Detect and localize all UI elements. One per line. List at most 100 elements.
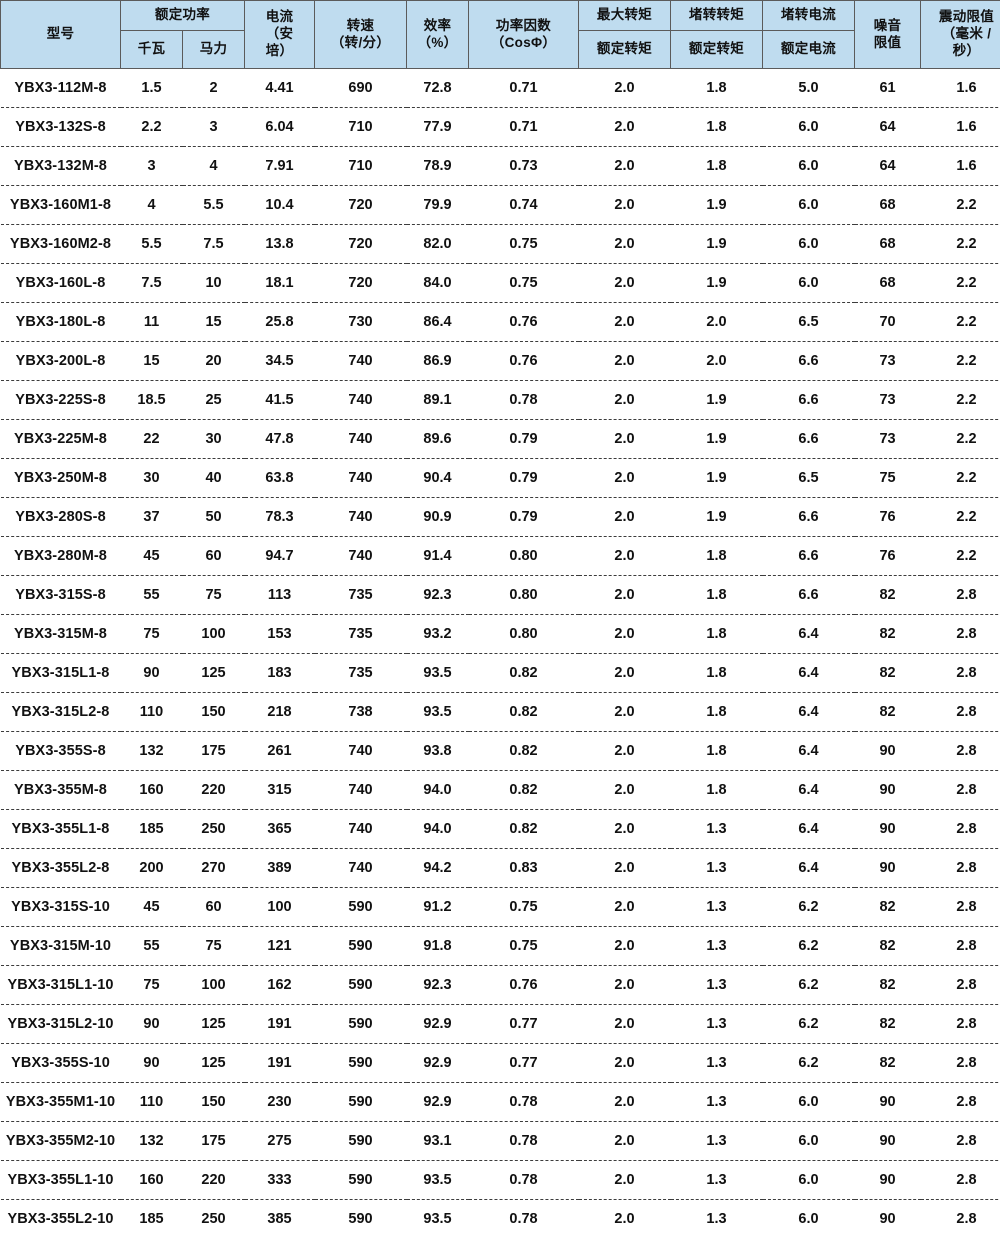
cell-power_factor: 0.78 (468, 1082, 579, 1122)
cell-vibration: 2.8 (920, 770, 1000, 810)
table-row: YBX3-355M-8 160 220 315 740 94.0 0.82 2.0 1.8 6.4… (0, 770, 1000, 810)
table-row: YBX3-315L2-8 110 150 218 738 93.5 0.82 2.0 1.8 6.… (0, 692, 1000, 732)
cell-max_torque_ratio: 2.0 (578, 263, 671, 303)
cell-vibration: 1.6 (920, 107, 1000, 147)
cell-power_factor: 0.75 (468, 887, 579, 927)
cell-hp: 25 (182, 380, 245, 420)
cell-noise: 82 (854, 575, 921, 615)
table-row: YBX3-160L-8 7.5 10 18.1 720 84.0 0.75 2.0 1.9 6.0… (0, 263, 1000, 303)
cell-vibration: 2.8 (920, 1199, 1000, 1238)
cell-model: YBX3-200L-8 (0, 341, 121, 381)
cell-kw: 200 (120, 848, 183, 888)
cell-current: 183 (244, 653, 315, 693)
cell-hp: 2 (182, 68, 245, 108)
cell-hp: 220 (182, 770, 245, 810)
cell-efficiency: 93.5 (406, 1160, 469, 1200)
cell-hp: 15 (182, 302, 245, 342)
cell-model: YBX3-225S-8 (0, 380, 121, 420)
cell-noise: 73 (854, 419, 921, 459)
cell-current: 100 (244, 887, 315, 927)
cell-max_torque_ratio: 2.0 (578, 848, 671, 888)
cell-vibration: 2.2 (920, 536, 1000, 576)
cell-current: 315 (244, 770, 315, 810)
header-locked-torque-top: 堵转转矩 (670, 0, 764, 32)
table-row: YBX3-180L-8 11 15 25.8 730 86.4 0.76 2.0 2.0 6.5 7… (0, 302, 1000, 342)
cell-vibration: 2.8 (920, 614, 1000, 654)
cell-model: YBX3-112M-8 (0, 68, 121, 108)
cell-vibration: 2.2 (920, 419, 1000, 459)
cell-model: YBX3-355M1-10 (0, 1082, 121, 1122)
cell-current: 191 (244, 1004, 315, 1044)
cell-efficiency: 91.4 (406, 536, 469, 576)
cell-speed: 590 (314, 926, 407, 966)
cell-noise: 70 (854, 302, 921, 342)
table-row: YBX3-355L1-10 160 220 333 590 93.5 0.78 2.0 1.3 6… (0, 1160, 1000, 1200)
cell-current: 25.8 (244, 302, 315, 342)
cell-power_factor: 0.80 (468, 536, 579, 576)
cell-power_factor: 0.76 (468, 302, 579, 342)
cell-model: YBX3-355S-8 (0, 731, 121, 771)
cell-vibration: 2.2 (920, 302, 1000, 342)
cell-efficiency: 82.0 (406, 224, 469, 264)
cell-max_torque_ratio: 2.0 (578, 653, 671, 693)
cell-power_factor: 0.78 (468, 1121, 579, 1161)
cell-vibration: 2.8 (920, 1160, 1000, 1200)
cell-locked_current_ratio: 6.2 (762, 1004, 855, 1044)
cell-noise: 64 (854, 107, 921, 147)
header-max-torque-top: 最大转矩 (578, 0, 672, 32)
cell-kw: 90 (120, 1004, 183, 1044)
cell-speed: 720 (314, 263, 407, 303)
cell-noise: 82 (854, 653, 921, 693)
cell-locked_torque_ratio: 1.3 (670, 926, 763, 966)
cell-power_factor: 0.82 (468, 770, 579, 810)
cell-kw: 2.2 (120, 107, 183, 147)
cell-power_factor: 0.79 (468, 497, 579, 537)
cell-kw: 75 (120, 614, 183, 654)
cell-model: YBX3-355L1-8 (0, 809, 121, 849)
cell-locked_torque_ratio: 1.3 (670, 1082, 763, 1122)
cell-locked_current_ratio: 6.2 (762, 1043, 855, 1083)
cell-hp: 7.5 (182, 224, 245, 264)
cell-model: YBX3-160M1-8 (0, 185, 121, 225)
cell-hp: 30 (182, 419, 245, 459)
cell-speed: 690 (314, 68, 407, 108)
cell-power_factor: 0.75 (468, 263, 579, 303)
cell-vibration: 2.8 (920, 692, 1000, 732)
cell-current: 18.1 (244, 263, 315, 303)
cell-efficiency: 94.0 (406, 770, 469, 810)
cell-locked_current_ratio: 6.6 (762, 419, 855, 459)
cell-kw: 55 (120, 926, 183, 966)
cell-max_torque_ratio: 2.0 (578, 575, 671, 615)
cell-power_factor: 0.78 (468, 1199, 579, 1238)
cell-locked_current_ratio: 6.6 (762, 497, 855, 537)
cell-noise: 82 (854, 965, 921, 1005)
table-row: YBX3-160M1-8 4 5.5 10.4 720 79.9 0.74 2.0 1.9 6.0… (0, 185, 1000, 225)
cell-locked_torque_ratio: 1.8 (670, 536, 763, 576)
cell-model: YBX3-315L1-8 (0, 653, 121, 693)
cell-current: 389 (244, 848, 315, 888)
cell-power_factor: 0.73 (468, 146, 579, 186)
cell-kw: 5.5 (120, 224, 183, 264)
cell-current: 113 (244, 575, 315, 615)
cell-speed: 738 (314, 692, 407, 732)
header-vibration: 震动限值 （毫米 / 秒） (920, 0, 1000, 69)
cell-locked_current_ratio: 6.0 (762, 146, 855, 186)
cell-kw: 132 (120, 731, 183, 771)
cell-speed: 735 (314, 575, 407, 615)
cell-power_factor: 0.71 (468, 68, 579, 108)
cell-noise: 76 (854, 536, 921, 576)
cell-speed: 740 (314, 536, 407, 576)
table-row: YBX3-225S-8 18.5 25 41.5 740 89.1 0.78 2.0 1.9 6.… (0, 380, 1000, 420)
cell-speed: 740 (314, 419, 407, 459)
cell-kw: 30 (120, 458, 183, 498)
cell-locked_torque_ratio: 1.9 (670, 185, 763, 225)
cell-locked_torque_ratio: 1.3 (670, 809, 763, 849)
cell-speed: 735 (314, 653, 407, 693)
cell-max_torque_ratio: 2.0 (578, 1199, 671, 1238)
cell-hp: 250 (182, 809, 245, 849)
cell-noise: 82 (854, 926, 921, 966)
table-row: YBX3-315L1-10 75 100 162 590 92.3 0.76 2.0 1.3 6.… (0, 965, 1000, 1005)
table-row: YBX3-355L1-8 185 250 365 740 94.0 0.82 2.0 1.3 6.… (0, 809, 1000, 849)
cell-max_torque_ratio: 2.0 (578, 185, 671, 225)
